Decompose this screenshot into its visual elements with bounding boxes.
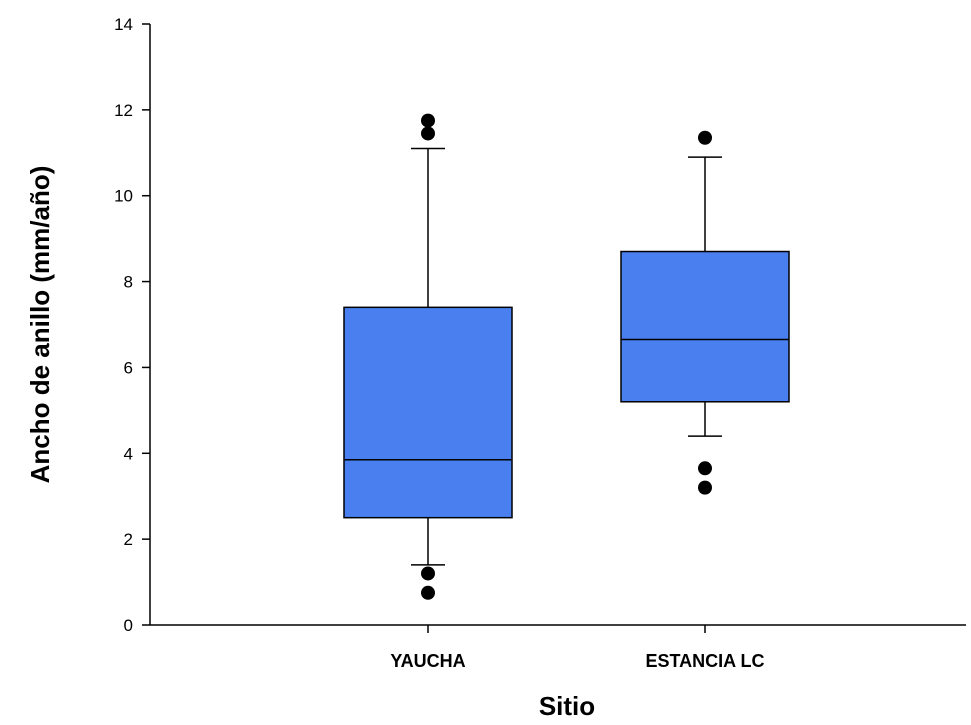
y-tick-label: 10 xyxy=(114,187,133,206)
outlier-point xyxy=(698,130,712,145)
y-tick-label: 8 xyxy=(124,273,133,292)
x-ticks: YAUCHA ESTANCIA LC xyxy=(390,625,765,671)
y-tick-label: 6 xyxy=(124,358,133,377)
outlier-point xyxy=(698,461,712,476)
outlier-point xyxy=(421,126,435,141)
y-tick-label: 0 xyxy=(124,616,133,635)
y-tick-label: 2 xyxy=(124,530,133,549)
outlier-point xyxy=(421,566,435,581)
x-tick-label: YAUCHA xyxy=(390,651,465,671)
axes xyxy=(149,24,966,626)
box-group xyxy=(343,113,513,600)
y-tick-label: 12 xyxy=(114,101,133,120)
outlier-point xyxy=(421,113,435,128)
y-ticks: 0 2 4 6 8 10 12 14 xyxy=(114,15,150,635)
outlier-point xyxy=(698,480,712,495)
iqr-box xyxy=(343,306,513,519)
y-tick-label: 14 xyxy=(114,15,133,34)
boxes xyxy=(343,113,790,600)
x-axis-title: Sitio xyxy=(539,691,595,721)
y-tick-label: 4 xyxy=(124,444,133,463)
outlier-point xyxy=(421,585,435,600)
y-axis-title: Ancho de anillo (mm/año) xyxy=(25,166,55,484)
x-tick-label: ESTANCIA LC xyxy=(646,651,765,671)
iqr-box xyxy=(620,250,790,403)
box-group xyxy=(620,130,790,495)
